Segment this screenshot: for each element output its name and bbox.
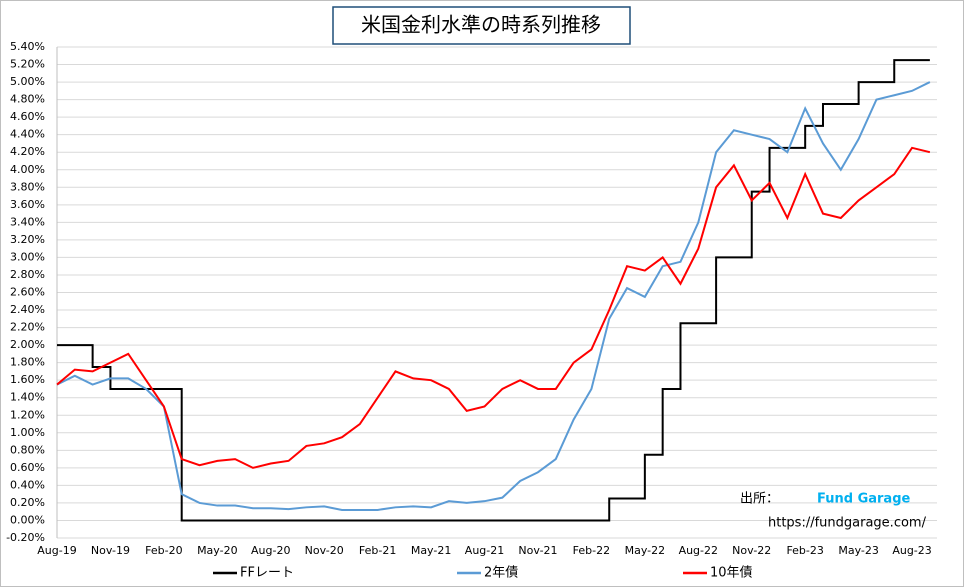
legend-label: 10年債 (710, 566, 753, 581)
series-line (56, 81, 931, 511)
x-tick-label: Feb-20 (145, 544, 182, 557)
y-tick-label: 2.20% (10, 321, 45, 334)
source-url: https://fundgarage.com/ (768, 516, 927, 531)
x-tick-label: Feb-23 (786, 544, 823, 557)
y-tick-label: 4.80% (10, 93, 45, 106)
y-tick-label: 3.60% (10, 198, 45, 211)
y-tick-label: 4.60% (10, 110, 45, 123)
y-tick-label: 1.80% (10, 356, 45, 369)
y-tick-label: 1.00% (10, 426, 45, 439)
title-box (332, 6, 631, 45)
x-tick-label: Feb-21 (359, 544, 396, 557)
y-tick-label: 5.40% (10, 40, 45, 53)
y-tick-label: 4.20% (10, 145, 45, 158)
x-tick-label: Nov-19 (91, 544, 130, 557)
x-tick-label: May-23 (838, 544, 879, 557)
y-tick-label: 1.40% (10, 391, 45, 404)
legend-label: 2年債 (484, 566, 518, 581)
y-tick-label: 3.20% (10, 233, 45, 246)
y-tick-label: 0.00% (10, 513, 45, 526)
series-line (57, 59, 930, 522)
y-tick-label: 1.20% (10, 408, 45, 421)
y-tick-label: 0.60% (10, 461, 45, 474)
x-tick-label: May-21 (411, 544, 452, 557)
y-tick-label: 0.40% (10, 478, 45, 491)
source-label: 出所： (740, 492, 779, 507)
x-tick-label: Nov-20 (305, 544, 344, 557)
x-tick-label: Aug-19 (37, 544, 76, 557)
x-tick-label: Aug-23 (892, 544, 931, 557)
x-tick-label: Nov-21 (518, 544, 557, 557)
x-tick-label: May-22 (625, 544, 666, 557)
y-tick-label: 5.20% (10, 58, 45, 71)
y-tick-label: 2.40% (10, 303, 45, 316)
y-tick-label: 3.00% (10, 250, 45, 263)
source-name: Fund Garage (817, 492, 911, 507)
x-tick-label: Aug-20 (251, 544, 290, 557)
y-tick-label: 4.00% (10, 163, 45, 176)
x-tick-label: Aug-22 (679, 544, 718, 557)
chart-title: 米国金利水準の時系列推移 (361, 13, 601, 37)
grid (56, 46, 937, 539)
y-tick-label: 4.40% (10, 128, 45, 141)
plot (56, 59, 931, 522)
y-tick-label: 2.00% (10, 338, 45, 351)
x-tick-label: Aug-21 (465, 544, 504, 557)
y-tick-label: 3.40% (10, 215, 45, 228)
y-tick-label: 3.80% (10, 180, 45, 193)
y-tick-label: 2.60% (10, 286, 45, 299)
series-line (56, 146, 931, 469)
legend-label: FFレート (240, 566, 294, 581)
y-tick-label: 1.60% (10, 373, 45, 386)
x-tick-label: May-20 (197, 544, 238, 557)
y-tick-label: -0.20% (6, 531, 45, 544)
y-tick-label: 5.00% (10, 75, 45, 88)
x-tick-label: Nov-22 (732, 544, 771, 557)
y-tick-label: 0.20% (10, 496, 45, 509)
x-tick-label: Feb-22 (573, 544, 610, 557)
y-tick-label: 0.80% (10, 443, 45, 456)
y-tick-label: 2.80% (10, 268, 45, 281)
